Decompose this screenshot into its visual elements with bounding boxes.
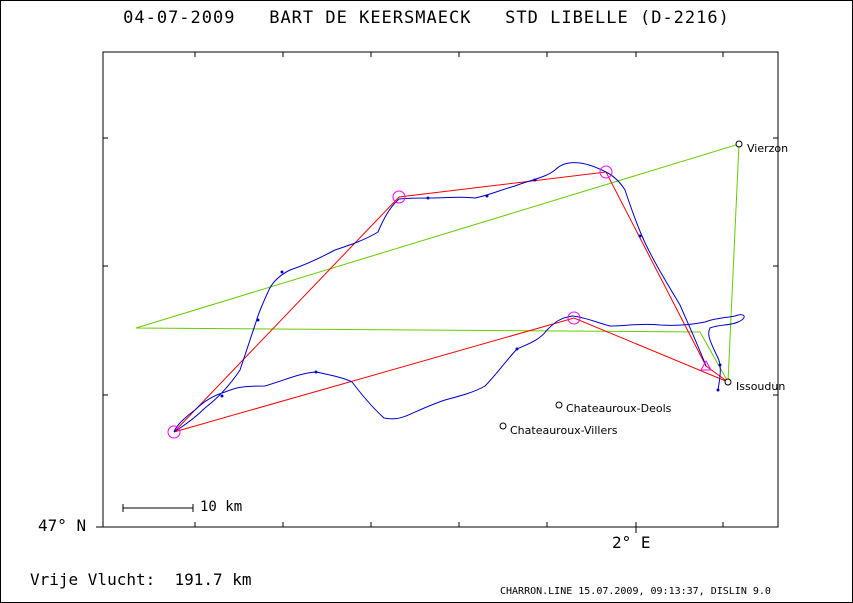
place-label-chateauroux-villers: Chateauroux-Villers <box>510 424 618 437</box>
place-marker-issoudun <box>724 378 732 386</box>
plot-frame <box>102 51 779 528</box>
task-line <box>173 171 729 433</box>
place-label-vierzon: Vierzon <box>747 142 789 155</box>
latitude-label: 47° N <box>38 516 87 535</box>
flight-distance: 191.7 km <box>174 570 252 589</box>
turnpoint-start <box>167 425 181 439</box>
turnpoint-2 <box>599 165 613 179</box>
place-marker-vierzon <box>735 140 743 148</box>
track-markers <box>220 178 722 398</box>
turnpoint-3 <box>567 311 581 325</box>
file-info: CHARRON.LINE 15.07.2009, 09:13:37, DISLI… <box>500 586 771 597</box>
place-marker-chateauroux-deols <box>555 401 563 409</box>
scale-label: 10 km <box>200 499 243 515</box>
place-marker-chateauroux-villers <box>499 422 507 430</box>
turnpoint-markers <box>167 165 712 439</box>
flight-track <box>173 162 745 433</box>
place-label-chateauroux-deols: Chateauroux-Deols <box>566 402 672 415</box>
turnpoint-finish <box>700 359 712 371</box>
place-label-issoudun: Issoudun <box>736 380 786 393</box>
glider-name: STD LIBELLE (D-2216) <box>505 8 730 28</box>
longitude-label: 2° E <box>612 533 651 552</box>
flight-date: 04-07-2009 <box>123 8 236 28</box>
flight-summary: Vrije Vlucht: 191.7 km <box>30 570 252 589</box>
flight-type-label: Vrije Vlucht: <box>30 570 156 589</box>
pilot-name: BART DE KEERSMAECK <box>269 8 472 28</box>
chart-title: 04-07-2009 BART DE KEERSMAECK STD LIBELL… <box>0 8 853 28</box>
turnpoint-1 <box>392 190 406 204</box>
reference-task-line <box>135 143 740 384</box>
